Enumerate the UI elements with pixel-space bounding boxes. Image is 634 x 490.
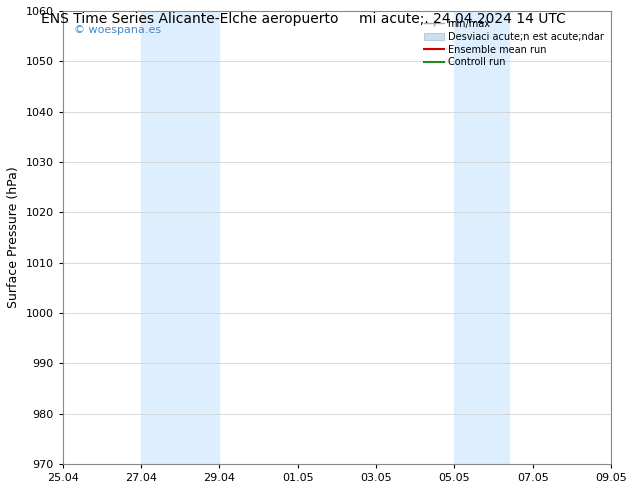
Text: mi acute;. 24.04.2024 14 UTC: mi acute;. 24.04.2024 14 UTC — [359, 12, 566, 26]
Text: ENS Time Series Alicante-Elche aeropuerto: ENS Time Series Alicante-Elche aeropuert… — [41, 12, 339, 26]
Text: © woespana.es: © woespana.es — [74, 24, 161, 34]
Bar — [141, 11, 219, 464]
Legend: min/max, Desviaci acute;n est acute;ndar, Ensemble mean run, Controll run: min/max, Desviaci acute;n est acute;ndar… — [421, 16, 606, 71]
Y-axis label: Surface Pressure (hPa): Surface Pressure (hPa) — [7, 167, 20, 308]
Bar — [455, 11, 509, 464]
